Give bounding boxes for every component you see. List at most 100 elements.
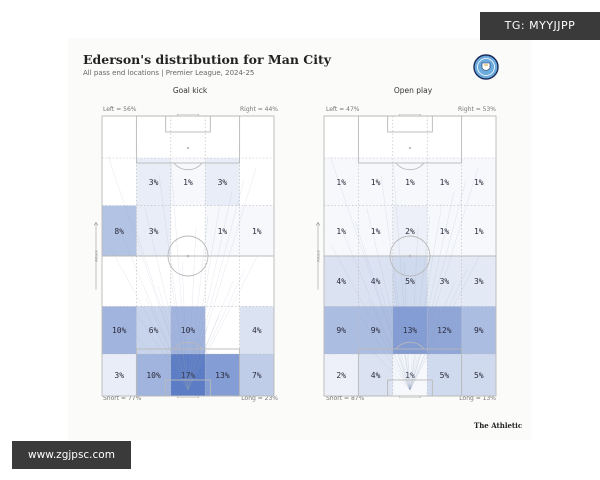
pitch-open-play: 1% 1% 1% 1% 1% 1% 1% 2% 1% 1% 4% 4% 5% 3% 3% 9% 9% 13% 12%…: [315, 114, 497, 398]
penalty-arc-bottom: [395, 341, 425, 350]
attack-arrow-head-icon: [93, 221, 99, 226]
zone-percentage-label: 1%: [440, 178, 450, 187]
zone-cell: [427, 205, 462, 256]
label-short-goal-kick: Short = 77%: [103, 395, 142, 402]
zone-cell: [358, 205, 393, 256]
zone-percentage-label: 5%: [440, 371, 450, 380]
the-athletic-logo: The Athletic: [474, 421, 523, 430]
telegram-watermark: TG: MYYJJPP: [480, 12, 600, 40]
centre-circle: [389, 235, 431, 277]
pitch-title-goal-kick: Goal kick: [172, 86, 208, 95]
zone-percentage-label: 9%: [371, 326, 381, 335]
pass-trace: [187, 256, 258, 391]
zone-percentage-label: 5%: [474, 371, 484, 380]
zone-percentage-label: 4%: [371, 277, 381, 286]
zone-percentage-label: 3%: [218, 178, 228, 187]
pass-trace: [329, 155, 411, 391]
pass-trace: [132, 220, 189, 391]
pass-trace: [409, 227, 419, 391]
zone-percentage-label: 1%: [474, 178, 484, 187]
pass-trace: [409, 338, 418, 391]
zone-cell: [427, 158, 462, 206]
label-right-open-play: Right = 53%: [458, 106, 496, 113]
zone-cell: [392, 354, 428, 396]
zone-cell: [136, 205, 171, 256]
centre-circle: [167, 235, 209, 277]
pass-trace: [170, 162, 189, 391]
pass-trace: [392, 162, 411, 391]
pass-trace: [108, 244, 189, 391]
centre-spot: [408, 254, 412, 258]
zone-percentage-label: 3%: [474, 277, 484, 286]
zone-percentage-label: 7%: [252, 371, 262, 380]
zone-percentage-label: 3%: [114, 371, 124, 380]
zone-percentage-label: 13%: [215, 371, 230, 380]
zone-percentage-label: 1%: [474, 227, 484, 236]
pass-trace: [181, 261, 189, 391]
penalty-arc-top: [173, 162, 203, 171]
penalty-spot-top: [408, 146, 412, 150]
zone-cell: [427, 256, 462, 307]
zone-cell: [461, 306, 496, 354]
label-long-goal-kick: Long = 23%: [241, 395, 278, 402]
zone-cell: [358, 256, 393, 307]
zone-cell: [136, 158, 171, 206]
zone-cell: [358, 354, 393, 396]
pass-trace: [367, 297, 411, 391]
goal-top: [177, 114, 199, 117]
pass-trace: [169, 273, 189, 391]
pass-trace: [409, 179, 467, 391]
zone-cell: [170, 354, 206, 396]
zone-percentage-label: 2%: [336, 371, 346, 380]
zone-percentage-label: 1%: [405, 371, 415, 380]
zone-percentage-label: 4%: [252, 326, 262, 335]
pass-trace: [409, 256, 480, 391]
pass-trace: [133, 309, 189, 391]
zone-percentage-label: 1%: [252, 227, 262, 236]
zone-percentage-label: 1%: [336, 227, 346, 236]
pass-trace: [391, 273, 411, 391]
zone-cell: [324, 256, 359, 307]
pass-trace: [366, 208, 411, 391]
pitch-title-open-play: Open play: [393, 86, 433, 95]
zone-cell: [461, 158, 496, 206]
pass-trace: [187, 338, 196, 391]
pass-trace: [379, 285, 411, 391]
pass-trace: [409, 191, 455, 391]
zone-cell: [102, 306, 137, 354]
chart-title: Ederson's distribution for Man City: [83, 52, 332, 67]
goal-top: [399, 114, 421, 117]
zone-percentage-label: 10%: [112, 326, 127, 335]
zone-cell: [324, 354, 359, 396]
zone-percentage-label: 1%: [405, 178, 415, 187]
zone-cell: [136, 354, 171, 396]
pass-trace: [182, 350, 189, 391]
goal-bottom: [177, 395, 199, 398]
pass-trace: [121, 321, 189, 391]
man-city-crest-icon: [473, 54, 499, 80]
pitch-goal-kick: 3% 1% 3% 8% 3% 1% 1% 10% 6% 10% 4% 3% 10% 17% 13% 7% Att…: [93, 114, 275, 398]
zone-percentage-label: 4%: [371, 371, 381, 380]
zone-percentage-label: 8%: [114, 227, 124, 236]
pass-trace: [409, 268, 468, 391]
zone-percentage-label: 17%: [181, 371, 196, 380]
attack-direction-label: Attack: [317, 249, 321, 261]
zone-cell: [392, 205, 428, 256]
zone-percentage-label: 1%: [440, 227, 450, 236]
zone-percentage-label: 3%: [149, 227, 159, 236]
zone-percentage-label: 1%: [371, 227, 381, 236]
zone-percentage-label: 13%: [403, 326, 418, 335]
label-left-open-play: Left = 47%: [326, 106, 360, 113]
zone-percentage-label: 1%: [371, 178, 381, 187]
pass-trace: [354, 220, 411, 391]
zone-percentage-label: 3%: [149, 178, 159, 187]
pass-trace: [404, 350, 411, 391]
zone-percentage-label: 12%: [437, 326, 452, 335]
zone-cell: [461, 354, 496, 396]
pass-trace: [187, 326, 208, 391]
pass-trace: [144, 208, 189, 391]
pass-trace: [403, 261, 411, 391]
pass-trace: [187, 314, 220, 391]
zone-cell: [239, 354, 274, 396]
zone-cell: [102, 354, 137, 396]
